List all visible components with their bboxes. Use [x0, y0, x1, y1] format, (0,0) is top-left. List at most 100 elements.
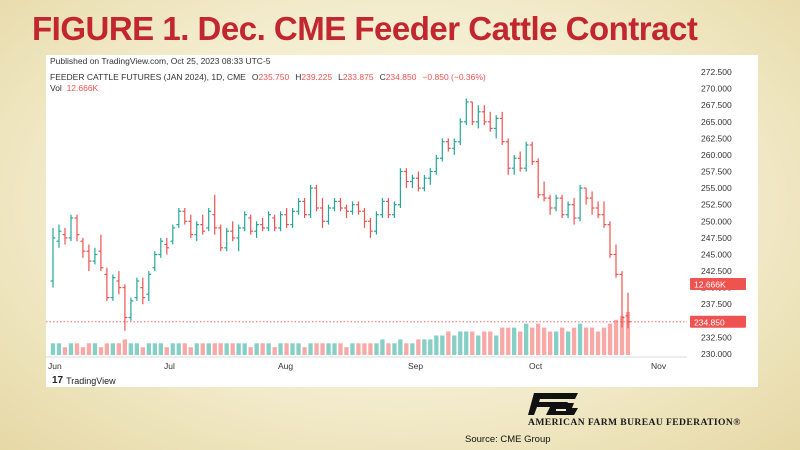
tradingview-brand: TradingView — [66, 375, 116, 386]
volume-bar — [254, 343, 259, 355]
price-bar — [206, 208, 212, 232]
volume-bar — [134, 343, 139, 355]
volume-bar — [416, 339, 421, 355]
ohlc-chart[interactable]: 272.500 270.000 267.500 265.000 262.500 260.0… — [46, 55, 758, 387]
volume-bar — [272, 347, 277, 355]
volume-bar — [601, 327, 607, 355]
price-bar — [499, 111, 505, 145]
price-bar — [272, 214, 277, 232]
price-bar — [392, 201, 397, 218]
volume-bar — [607, 323, 613, 355]
volume-bar — [356, 343, 361, 355]
price-bar — [493, 115, 499, 139]
high-label: H — [295, 72, 302, 82]
price-tick-label: 247.500 — [701, 233, 732, 243]
price-bar — [158, 237, 164, 258]
price-bar — [146, 271, 152, 301]
price-bar — [553, 194, 559, 212]
price-bar — [284, 208, 289, 228]
price-bar — [290, 208, 295, 228]
tradingview-logo[interactable]: 17 TradingView — [52, 375, 116, 386]
volume-bar — [332, 343, 337, 355]
volume-bar — [56, 343, 62, 355]
close-value: 234.850 — [385, 72, 417, 82]
price-bar — [332, 198, 337, 212]
price-bar — [170, 224, 176, 245]
volume-bar — [422, 339, 427, 355]
price-bar — [230, 221, 236, 242]
volume-label: Vol — [50, 83, 62, 93]
volume-bar — [506, 327, 511, 355]
price-bar — [314, 184, 319, 212]
organization-label: AMERICAN FARM BUREAU FEDERATION — [528, 417, 734, 428]
volume-bar — [512, 327, 517, 355]
price-tick-label: 265.000 — [701, 117, 732, 127]
price-bar — [50, 227, 56, 288]
published-label: Published on TradingView.com, Oct 25, 20… — [50, 56, 271, 66]
price-bar — [248, 214, 254, 235]
low-label: L — [338, 72, 343, 82]
price-bar — [242, 211, 248, 232]
price-bar — [266, 211, 271, 232]
volume-bar — [530, 327, 535, 355]
price-tick-label: 242.500 — [701, 266, 732, 276]
volume-bar — [619, 315, 625, 355]
volume-bar — [458, 331, 463, 355]
volume-bar — [50, 343, 56, 355]
price-bar — [601, 201, 607, 228]
price-bar — [529, 141, 535, 165]
volume-bar — [554, 331, 559, 355]
volume-bar — [410, 343, 415, 355]
volume-bar — [524, 323, 529, 355]
price-bar — [104, 267, 110, 301]
volume-bar — [583, 327, 589, 355]
price-bar — [110, 274, 116, 301]
price-bar — [344, 204, 349, 218]
volume-bar — [158, 343, 163, 355]
volume-bar — [398, 339, 403, 355]
price-bar — [404, 168, 409, 189]
time-tick-label: Jun — [48, 361, 62, 371]
volume-bar — [92, 343, 98, 355]
price-bar — [410, 174, 415, 189]
volume-bar — [116, 343, 121, 355]
price-axis: 272.500 270.000 267.500 265.000 262.500 260.0… — [701, 67, 732, 359]
tradingview-logo-icon: 17 — [52, 375, 64, 386]
price-badge-text: 234.850 — [694, 317, 725, 327]
price-bar — [56, 224, 62, 248]
volume-bar — [536, 323, 541, 355]
price-bar — [511, 154, 517, 175]
price-bar — [350, 201, 355, 215]
registered-mark: ® — [733, 417, 741, 428]
price-bar — [218, 224, 224, 252]
symbol-legend: FEEDER CATTLE FUTURES (JAN 2024), 1D, CM… — [50, 72, 486, 82]
price-bar — [200, 214, 206, 235]
price-bar — [194, 221, 200, 242]
volume-badge-box — [690, 278, 746, 290]
price-bar — [535, 158, 541, 199]
volume-bar — [98, 347, 104, 355]
volume-value: 12.666K — [66, 83, 99, 93]
price-bar — [613, 244, 619, 278]
price-bar — [308, 184, 313, 218]
chart-panel[interactable]: Published on TradingView.com, Oct 25, 20… — [46, 55, 758, 387]
price-tick-label: 252.500 — [701, 200, 732, 210]
price-bar — [296, 198, 301, 215]
volume-bar — [146, 343, 151, 355]
price-bar — [457, 118, 463, 145]
volume-bar — [577, 323, 583, 355]
volume-bar — [122, 339, 127, 355]
volume-bar — [314, 343, 319, 355]
price-bar — [140, 277, 146, 305]
volume-bar — [548, 331, 553, 355]
price-bar — [451, 138, 457, 155]
volume-bar — [188, 347, 193, 355]
price-bar — [523, 141, 529, 172]
time-tick-label: Nov — [651, 361, 667, 371]
volume-bar — [571, 327, 577, 355]
price-bar — [505, 138, 511, 175]
price-bar — [595, 201, 601, 218]
price-tick-label: 267.500 — [701, 100, 732, 110]
price-bar — [463, 98, 469, 126]
volume-bar — [266, 343, 271, 355]
